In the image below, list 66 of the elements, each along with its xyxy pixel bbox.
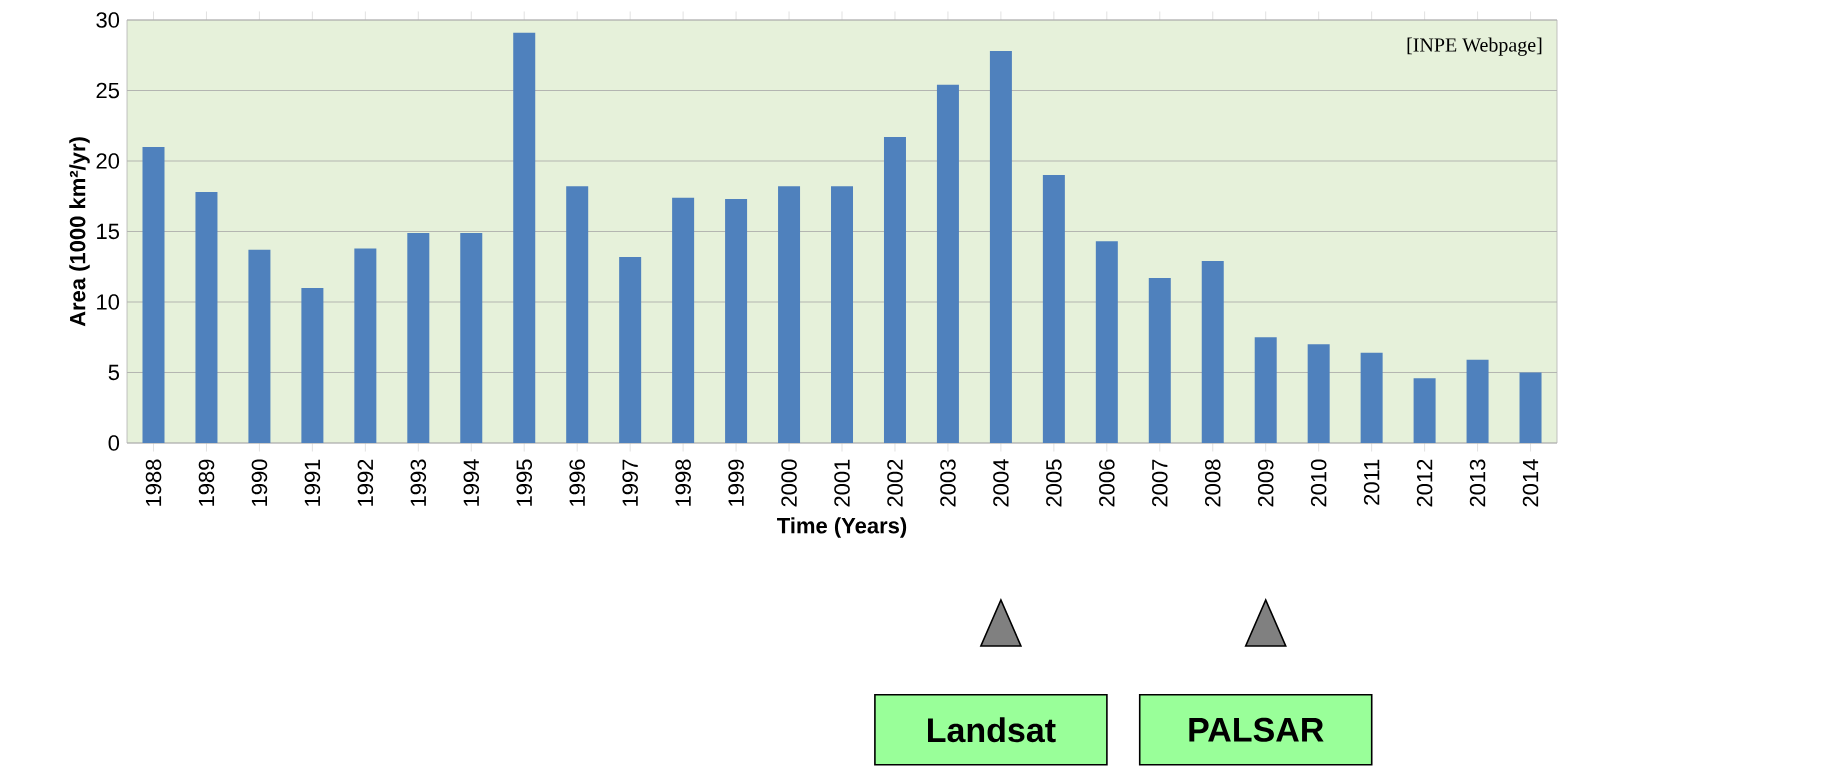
bar [1360, 352, 1383, 443]
y-tick-label: 0 [108, 435, 120, 451]
bar [1042, 175, 1065, 443]
x-tick-label: 2004 [993, 459, 1009, 507]
x-tick-label: 2009 [1257, 459, 1274, 507]
x-tick-label: 1996 [569, 459, 585, 506]
bar [1095, 241, 1118, 443]
x-tick-label: 1999 [728, 459, 744, 506]
bar [1466, 359, 1489, 443]
bar [142, 146, 165, 443]
x-tick-label: 2007 [1152, 459, 1168, 507]
bar [936, 84, 959, 443]
x-tick-label: 1991 [304, 459, 321, 506]
bar [989, 51, 1012, 443]
x-tick-label: 1994 [463, 459, 480, 506]
x-tick-label: 2012 [1416, 459, 1433, 507]
bar [566, 186, 589, 443]
bar [1413, 378, 1436, 443]
y-tick-label: 10 [97, 294, 120, 310]
x-tick-label: 2008 [1204, 459, 1221, 507]
bar [195, 192, 218, 443]
bar [883, 137, 906, 443]
y-tick-label: 30 [96, 12, 120, 28]
bar [1148, 278, 1171, 443]
x-tick-label: 2001 [834, 459, 850, 507]
bar [354, 248, 377, 443]
x-tick-label: 1993 [410, 459, 427, 506]
y-tick-label: 5 [108, 364, 119, 381]
x-tick-label: 1997 [622, 459, 638, 506]
x-tick-label: 1988 [145, 459, 162, 506]
bar [1201, 261, 1224, 443]
x-tick-label: 2000 [781, 459, 797, 507]
bar [407, 232, 430, 443]
x-tick-label: 1995 [516, 459, 533, 506]
annotation: [INPE Webpage] [1407, 37, 1542, 56]
x-tick-label: 1989 [198, 459, 215, 506]
x-tick-label: 1998 [675, 459, 691, 506]
bar [248, 249, 271, 443]
x-tick-label: 1992 [357, 459, 374, 506]
bar [672, 197, 695, 443]
y-tick-label: 20 [96, 153, 120, 169]
y-tick-label: 25 [96, 82, 119, 99]
text: Landsat [928, 717, 1056, 743]
x-tick-label: 2002 [887, 459, 903, 507]
bar [460, 232, 483, 443]
x-tick-label: 2006 [1099, 459, 1115, 507]
x-tick-label: 2003 [940, 459, 956, 507]
bar [619, 256, 642, 443]
bar [1254, 337, 1277, 443]
x-axis-title: Time (Years) [777, 517, 907, 538]
bar [513, 32, 536, 443]
x-tick-label: 2005 [1046, 459, 1062, 507]
bar [831, 186, 854, 443]
x-tick-label: 2010 [1310, 459, 1327, 507]
x-tick-label: 2014 [1522, 459, 1539, 507]
x-tick-label: 1990 [251, 459, 268, 506]
bar [1307, 344, 1330, 443]
bar [301, 287, 324, 443]
x-tick-label: 2011 [1363, 459, 1380, 505]
y-axis-title: Area (1000 km²/yr) [69, 137, 90, 327]
y-tick-label: 15 [97, 223, 119, 240]
text: PALSAR [1189, 717, 1324, 742]
x-tick-label: 2013 [1469, 459, 1486, 507]
bar [778, 186, 801, 443]
bar [1519, 372, 1542, 443]
bar [725, 199, 748, 443]
